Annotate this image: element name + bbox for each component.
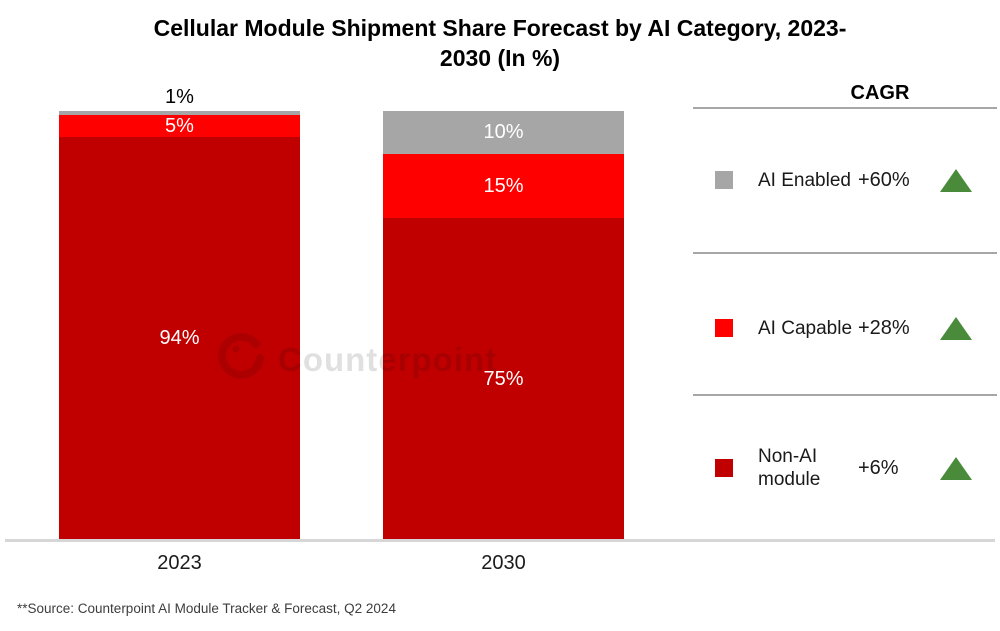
up-triangle-icon <box>940 316 972 340</box>
segment-value-label: 94% <box>159 326 200 349</box>
legend-row-ai-capable: AI Capable +28% <box>693 298 997 358</box>
cagr-value: +6% <box>858 456 899 479</box>
legend-label: AI Capable <box>758 317 853 339</box>
segment-value-label: 1% <box>165 86 194 108</box>
chart-title-line1: Cellular Module Shipment Share Forecast … <box>153 15 847 41</box>
segment-value-label: 15% <box>483 174 524 197</box>
legend-divider <box>693 394 997 396</box>
chart-title: Cellular Module Shipment Share Forecast … <box>0 13 1000 73</box>
bar-segment-ai-enabled: 1% <box>59 86 300 116</box>
cagr-value: +28% <box>858 316 910 339</box>
legend-label: AI Enabled <box>758 169 851 191</box>
legend-row-ai-enabled: AI Enabled +60% <box>693 150 997 210</box>
non-ai-module-swatch-icon <box>715 459 733 477</box>
bar-2030: 10% 15% 75% <box>383 111 624 540</box>
x-axis-line <box>5 539 995 542</box>
legend-divider <box>693 107 997 109</box>
bar-segment-ai-enabled: 10% <box>383 111 624 154</box>
bar-segment-non-ai-module: 75% <box>383 218 624 540</box>
cagr-value: +60% <box>858 168 910 191</box>
bar-segment-ai-capable: 5% <box>59 114 300 137</box>
chart-title-line2: 2030 (In %) <box>439 45 561 71</box>
up-triangle-icon <box>940 168 972 192</box>
cagr-header: CAGR <box>850 82 910 104</box>
legend-divider <box>693 252 997 254</box>
bar-segment-ai-capable: 15% <box>383 153 624 219</box>
bar-2023: 1% 5% 94% <box>59 86 300 540</box>
segment-value-label: 75% <box>483 367 524 390</box>
legend-label: Non-AI module <box>758 446 821 490</box>
segment-value-label: 5% <box>165 114 194 137</box>
source-note: **Source: Counterpoint AI Module Tracker… <box>17 601 396 616</box>
segment-value-label: 10% <box>483 120 524 143</box>
bar-segment-non-ai-module: 94% <box>59 136 300 540</box>
legend-row-non-ai-module: Non-AI module +6% <box>693 438 997 498</box>
x-axis-label-2030: 2030 <box>481 552 526 574</box>
up-triangle-icon <box>940 456 972 480</box>
ai-enabled-swatch-icon <box>715 171 733 189</box>
x-axis-label-2023: 2023 <box>157 552 202 574</box>
ai-capable-swatch-icon <box>715 319 733 337</box>
